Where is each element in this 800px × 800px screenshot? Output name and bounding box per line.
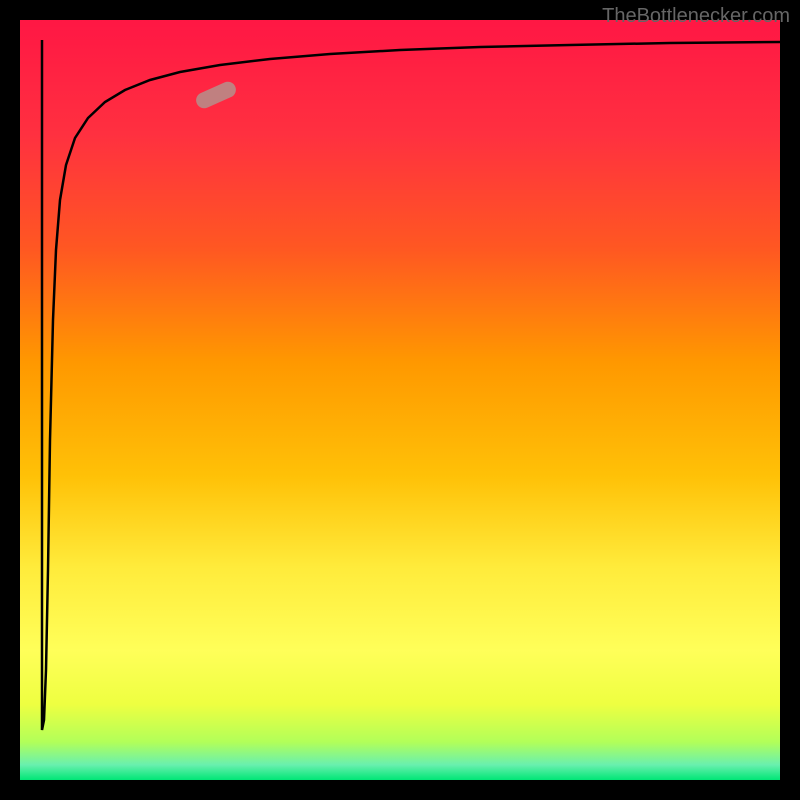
watermark-text: TheBottlenecker.com — [602, 5, 790, 28]
bottleneck-chart: TheBottlenecker.com — [0, 0, 800, 800]
chart-svg — [20, 20, 780, 780]
plot-area — [20, 20, 780, 780]
gradient-background — [20, 20, 780, 780]
